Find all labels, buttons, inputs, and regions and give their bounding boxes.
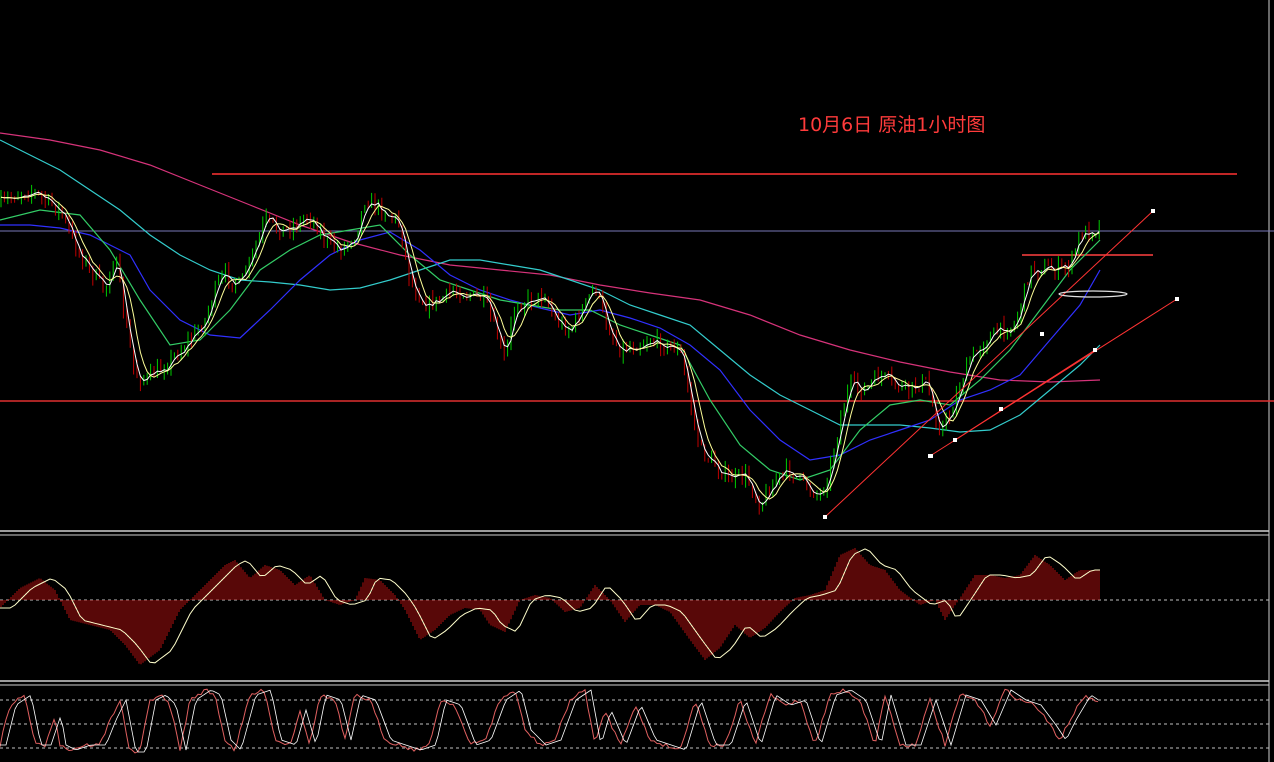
trend-line-2 (954, 349, 1096, 441)
ma-cyan-line (0, 139, 1101, 433)
trend-anchor (953, 438, 957, 442)
trend-anchor (1040, 332, 1044, 336)
macd-signal-line (0, 548, 1100, 664)
horizontal-levels (0, 173, 1274, 402)
ma-green-line (0, 209, 1101, 481)
trend-anchor (1151, 209, 1155, 213)
trend-line-0 (824, 210, 1154, 518)
trend-anchor (1093, 348, 1097, 352)
ma-white-line (0, 191, 1100, 505)
ma-blue-line (0, 224, 1101, 461)
stochastic-main-line (0, 688, 1099, 754)
highlight-ellipse (1058, 290, 1128, 298)
moving-averages (0, 132, 1101, 481)
trend-anchor (929, 454, 933, 458)
ma-magenta-line (0, 132, 1101, 383)
stochastic-panel (0, 688, 1099, 754)
fast-moving-averages (0, 191, 1100, 505)
trend-lines[interactable] (823, 209, 1179, 519)
trend-anchor (999, 407, 1003, 411)
trend-anchor (823, 515, 827, 519)
chart-title: 10月6日 原油1小时图 (798, 114, 985, 136)
trend-anchor (1175, 297, 1179, 301)
macd-panel (0, 548, 1100, 665)
stochastic-signal-line (0, 689, 1099, 753)
ma-yellow-line (0, 193, 1100, 500)
